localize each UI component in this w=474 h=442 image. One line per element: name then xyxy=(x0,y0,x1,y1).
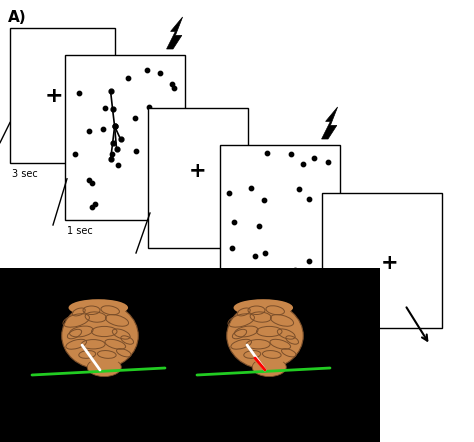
Bar xyxy=(220,145,340,305)
Point xyxy=(72,150,79,157)
Point xyxy=(100,125,107,132)
Point xyxy=(260,196,268,203)
Bar xyxy=(322,193,442,328)
Point xyxy=(109,140,117,147)
Point xyxy=(305,195,313,202)
Point xyxy=(88,180,96,187)
Point xyxy=(132,148,139,155)
Point xyxy=(295,185,302,192)
Point xyxy=(323,282,330,289)
Point xyxy=(247,185,255,192)
Point xyxy=(263,149,271,156)
Bar xyxy=(65,55,185,220)
Ellipse shape xyxy=(87,358,121,377)
Point xyxy=(111,123,118,130)
Point xyxy=(85,176,93,183)
Ellipse shape xyxy=(86,349,122,365)
Point xyxy=(91,201,99,208)
Point xyxy=(305,257,312,264)
Polygon shape xyxy=(321,107,337,139)
Text: +: + xyxy=(45,85,64,106)
Point xyxy=(291,267,299,274)
Point xyxy=(288,151,295,158)
Point xyxy=(124,74,131,81)
Point xyxy=(113,146,120,153)
Point xyxy=(131,114,139,121)
Point xyxy=(325,159,332,166)
Point xyxy=(109,106,117,113)
Ellipse shape xyxy=(252,358,286,377)
Ellipse shape xyxy=(227,303,303,369)
Point xyxy=(299,160,307,168)
Point xyxy=(143,66,150,73)
Bar xyxy=(0,268,380,442)
Point xyxy=(230,218,238,225)
Point xyxy=(88,203,96,210)
Point xyxy=(75,89,83,96)
Text: 1 sec: 1 sec xyxy=(67,226,93,236)
Point xyxy=(156,69,164,76)
Point xyxy=(107,88,114,95)
Point xyxy=(108,151,116,158)
Point xyxy=(159,136,167,143)
Point xyxy=(310,154,318,161)
Point xyxy=(146,103,153,110)
Bar xyxy=(148,108,248,248)
Point xyxy=(228,244,236,251)
Point xyxy=(107,156,114,163)
Text: A): A) xyxy=(8,11,27,26)
Bar xyxy=(10,28,115,163)
Text: B): B) xyxy=(8,267,27,282)
Point xyxy=(114,161,122,168)
Point xyxy=(325,240,333,247)
Point xyxy=(262,250,269,257)
Point xyxy=(272,275,279,282)
Ellipse shape xyxy=(234,299,293,316)
Ellipse shape xyxy=(69,299,128,316)
Point xyxy=(111,123,118,130)
Point xyxy=(101,105,109,112)
Point xyxy=(313,287,321,294)
Point xyxy=(255,223,263,230)
Polygon shape xyxy=(166,17,182,49)
Ellipse shape xyxy=(251,349,287,365)
Point xyxy=(85,127,93,134)
Text: 3 sec: 3 sec xyxy=(12,169,38,179)
Point xyxy=(168,80,176,88)
Point xyxy=(225,189,233,196)
Point xyxy=(251,252,258,259)
Ellipse shape xyxy=(62,303,138,369)
Text: +: + xyxy=(381,253,398,273)
Point xyxy=(117,136,124,143)
Point xyxy=(170,85,178,92)
Point xyxy=(249,282,256,289)
Text: +: + xyxy=(189,161,207,181)
